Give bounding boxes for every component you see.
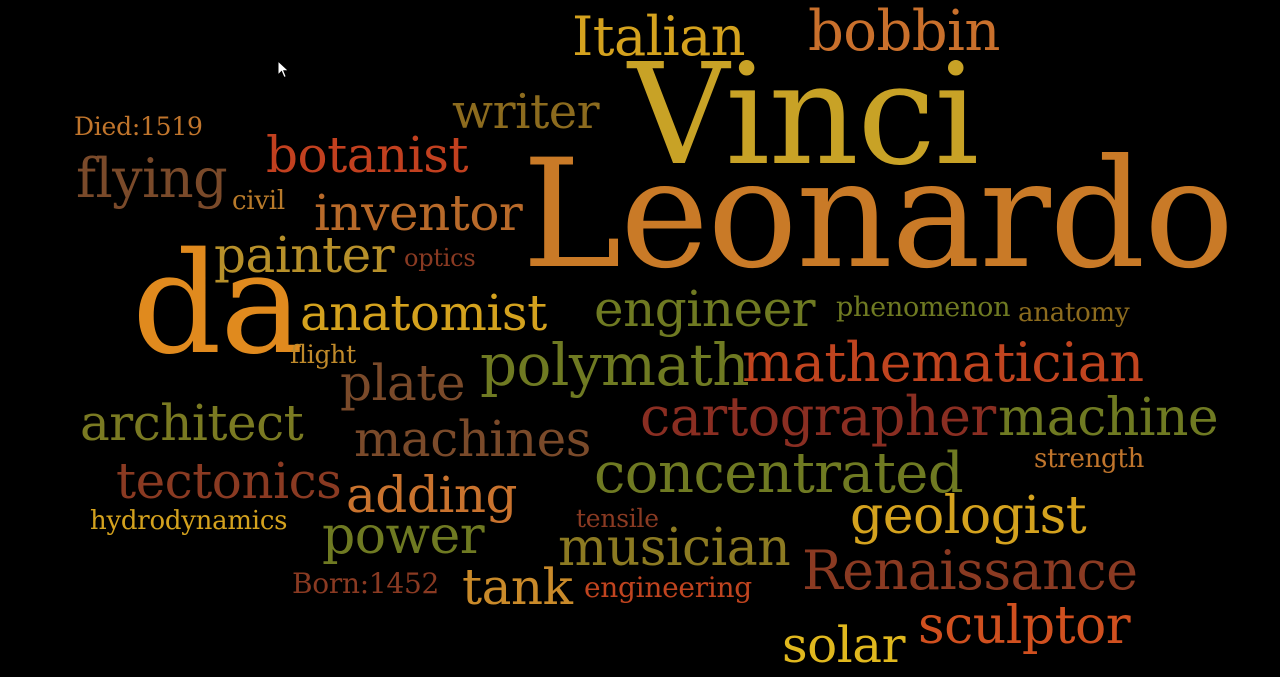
word-renaissance: Renaissance [802, 539, 1138, 602]
word-cartographer: cartographer [640, 385, 996, 448]
word-anatomist: anatomist [300, 284, 547, 342]
word-died: Died:1519 [74, 112, 203, 141]
word-tectonics: tectonics [116, 452, 342, 510]
word-da: da [132, 223, 304, 386]
word-engineering: engineering [584, 571, 752, 604]
word-mathematician: mathematician [742, 331, 1144, 394]
word-writer: writer [452, 84, 600, 140]
word-concentrated: concentrated [594, 441, 964, 506]
word-tensile: tensile [576, 504, 659, 533]
word-flying: flying [76, 147, 228, 210]
word-flight: flight [290, 340, 356, 369]
word-sculptor: sculptor [918, 596, 1131, 656]
word-optics: optics [404, 244, 476, 272]
word-anatomy: anatomy [1018, 298, 1130, 328]
word-leonardo: Leonardo [522, 128, 1234, 302]
word-adding: adding [346, 466, 518, 524]
word-painter: painter [214, 226, 395, 284]
word-musician: musician [558, 518, 791, 578]
word-bobbin: bobbin [808, 0, 1000, 64]
word-phenomenon: phenomenon [836, 292, 1011, 323]
word-power: power [322, 506, 485, 566]
word-machine: machine [998, 388, 1219, 448]
word-architect: architect [80, 394, 304, 452]
word-born: Born:1452 [292, 567, 440, 600]
word-vinci: Vinci [628, 34, 979, 197]
word-hydrodynamics: hydrodynamics [90, 506, 288, 536]
word-machines: machines [354, 410, 591, 468]
mouse-pointer-icon [277, 60, 290, 79]
word-inventor: inventor [314, 184, 523, 242]
word-solar: solar [782, 616, 905, 674]
word-plate: plate [340, 354, 466, 412]
word-polymath: polymath [480, 331, 750, 399]
word-civil: civil [232, 186, 285, 216]
word-italian: Italian [572, 5, 746, 68]
word-strength: strength [1034, 444, 1145, 474]
word-botanist: botanist [266, 126, 468, 184]
word-tank: tank [462, 558, 573, 616]
word-engineer: engineer [594, 280, 816, 338]
word-geologist: geologist [850, 486, 1087, 546]
